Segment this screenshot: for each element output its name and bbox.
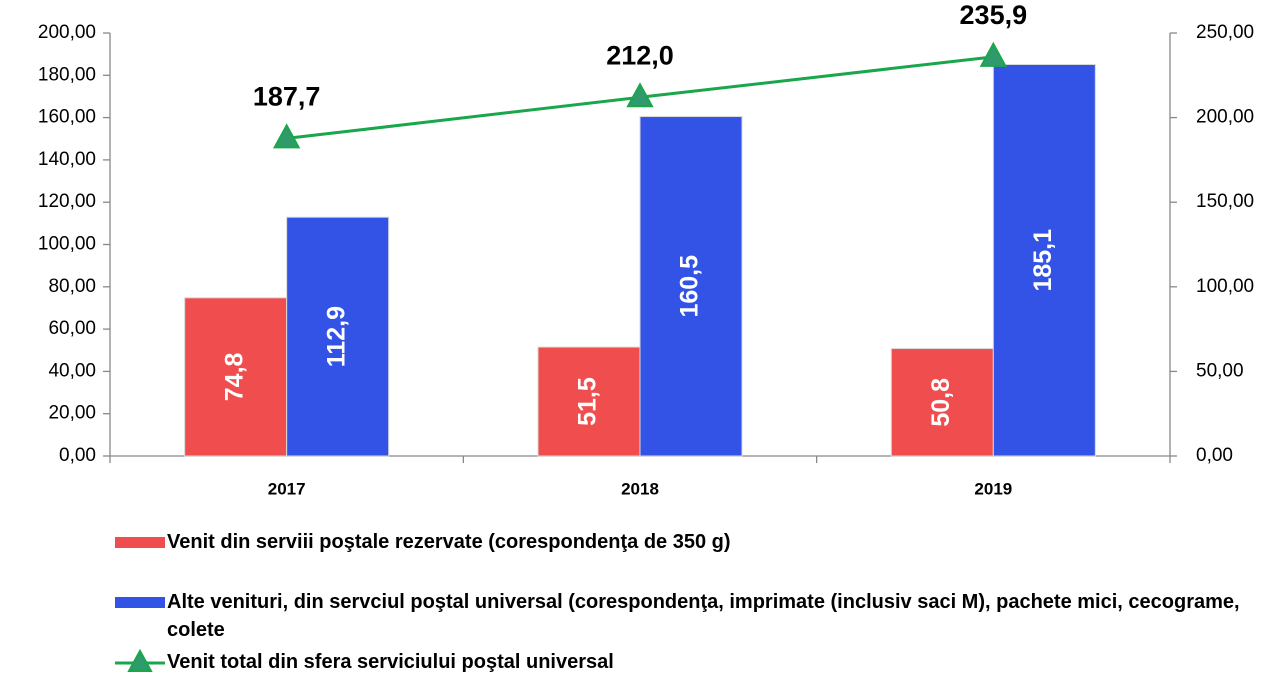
- line-value-label: 212,0: [606, 40, 674, 70]
- y-tick-label: 40,00: [48, 360, 96, 381]
- legend-marker: [127, 648, 153, 672]
- marker: [626, 82, 654, 108]
- bar: [992, 64, 1096, 457]
- y-tick-label: 20,00: [48, 403, 96, 424]
- y2-tick-label: 250,00: [1196, 22, 1254, 43]
- bar-value-label: 160,5: [676, 255, 704, 318]
- bar-value-label: 50,8: [927, 378, 955, 427]
- legend-label: Venit total din sfera serviciului poştal…: [167, 651, 614, 673]
- chart: 0,00 20,00 40,00 60,00 80,00 100,00 120,00 140,…: [38, 0, 1254, 498]
- marker: [272, 123, 301, 149]
- y2-tick-label: 0,00: [1196, 445, 1233, 466]
- line-value-label: 235,9: [960, 0, 1028, 30]
- legend-swatch: [115, 648, 167, 676]
- bar-value-label: 51,5: [574, 377, 602, 426]
- bar-value-label: 74,8: [220, 352, 248, 401]
- marker: [979, 41, 1008, 67]
- x-tick-label: 2017: [268, 479, 306, 498]
- x-tick-label: 2018: [621, 479, 659, 498]
- bar: [639, 116, 743, 457]
- legend-item: Venit total din sfera serviciului poştal…: [115, 648, 614, 676]
- legend-label: Alte venituri, din servciul poştal unive…: [167, 591, 1240, 641]
- bar-value-label: 185,1: [1029, 229, 1057, 292]
- y-tick-label: 200,00: [38, 22, 96, 43]
- bar: [890, 348, 994, 457]
- y2-tick-label: 50,00: [1196, 360, 1244, 381]
- legend-item: Alte venituri, din servciul poştal unive…: [115, 588, 1265, 644]
- bar-value-label: 112,9: [322, 306, 350, 367]
- line-value-label: 187,7: [253, 82, 321, 112]
- bar: [184, 297, 288, 457]
- legend-label: Venit din serviii poştale rezervate (cor…: [167, 531, 731, 553]
- y-tick-label: 0,00: [59, 445, 96, 466]
- y-tick-label: 80,00: [48, 276, 96, 297]
- y2-tick-label: 150,00: [1196, 191, 1254, 212]
- bar: [286, 216, 390, 457]
- y2-tick-label: 200,00: [1196, 107, 1254, 128]
- y-tick-label: 140,00: [38, 149, 96, 170]
- legend-swatch: [115, 588, 167, 616]
- legend-swatch: [115, 528, 167, 556]
- legend-color: [115, 536, 165, 548]
- y-tick-label: 180,00: [38, 64, 96, 85]
- x-tick-label: 2019: [974, 479, 1012, 498]
- legend-color: [115, 596, 165, 608]
- legend-line: [115, 648, 165, 672]
- bar: [537, 346, 641, 457]
- y-tick-label: 120,00: [38, 191, 96, 212]
- y2-tick-label: 100,00: [1196, 276, 1254, 297]
- legend-item: Venit din serviii poştale rezervate (cor…: [115, 528, 731, 556]
- y-tick-label: 160,00: [38, 107, 96, 128]
- y-tick-label: 60,00: [48, 318, 96, 339]
- y-tick-label: 100,00: [38, 234, 96, 255]
